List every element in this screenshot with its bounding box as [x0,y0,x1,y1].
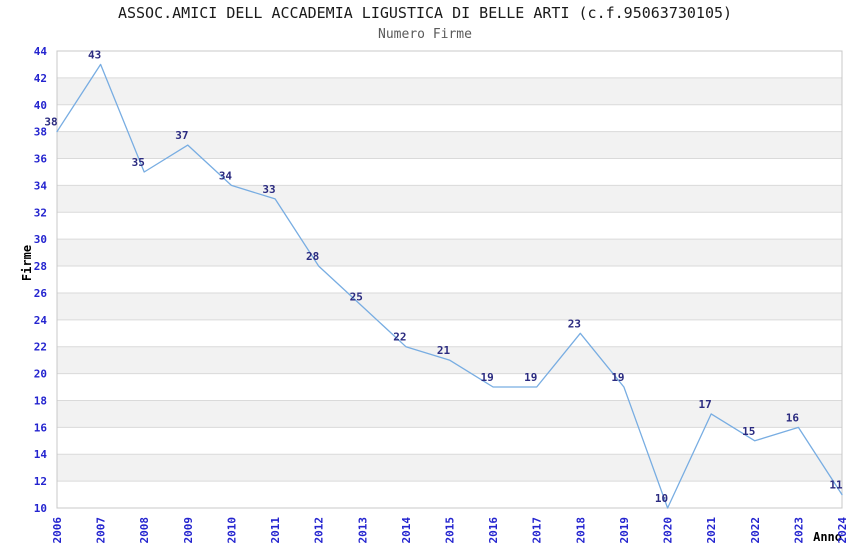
point-value-label: 15 [742,425,755,438]
y-tick-label: 32 [34,206,47,219]
y-tick-label: 38 [34,126,47,139]
point-value-label: 21 [437,344,451,357]
x-tick-label: 2011 [269,517,282,544]
point-value-label: 25 [350,290,363,303]
point-value-label: 19 [524,371,537,384]
point-value-label: 10 [655,492,668,505]
y-tick-label: 12 [34,475,47,488]
point-value-label: 11 [829,479,843,492]
plot-band [57,239,842,267]
y-tick-label: 24 [34,314,48,327]
y-tick-label: 28 [34,260,47,273]
point-value-label: 34 [219,169,233,182]
point-value-label: 33 [262,183,275,196]
point-value-label: 37 [175,129,188,142]
point-value-label: 35 [132,156,145,169]
x-tick-label: 2013 [356,517,369,544]
plot-band [57,292,842,320]
y-tick-label: 40 [34,99,47,112]
x-tick-label: 2014 [400,517,413,544]
x-tick-label: 2008 [138,517,151,544]
x-tick-label: 2012 [313,517,326,544]
y-tick-label: 42 [34,72,47,85]
point-value-label: 16 [786,411,800,424]
y-tick-label: 34 [34,179,48,192]
x-tick-label: 2018 [574,517,587,544]
y-tick-label: 10 [34,502,47,515]
x-tick-label: 2023 [792,517,805,544]
x-tick-label: 2020 [662,517,675,544]
point-value-label: 28 [306,250,319,263]
y-tick-label: 26 [34,287,48,300]
y-tick-label: 22 [34,341,47,354]
point-value-label: 23 [568,317,581,330]
plot-band [57,77,842,105]
plot-border [56,50,843,509]
y-tick-label: 20 [34,368,47,381]
point-value-label: 19 [480,371,493,384]
plot-band [57,185,842,213]
x-tick-label: 2015 [444,517,457,544]
x-tick-label: 2019 [618,517,631,544]
x-axis-title: Anno [813,530,842,544]
chart-subtitle: Numero Firme [378,27,472,42]
x-tick-label: 2006 [51,517,64,544]
x-tick-label: 2017 [531,517,544,544]
point-value-label: 17 [699,398,712,411]
point-value-label: 19 [611,371,624,384]
x-tick-label: 2009 [182,517,195,544]
point-value-label: 38 [44,116,57,129]
data-line-series [56,63,843,509]
y-tick-label: 14 [34,448,48,461]
y-tick-label: 36 [34,153,48,166]
plot-band [57,454,842,482]
plot-band [57,400,842,428]
x-tick-label: 2016 [487,517,500,544]
x-tick-label: 2024 [836,517,849,544]
point-value-label: 43 [88,48,101,61]
x-tick-label: 2007 [95,517,108,544]
y-tick-label: 44 [34,45,48,58]
y-tick-label: 18 [34,394,47,407]
x-tick-label: 2022 [749,517,762,544]
y-tick-label: 16 [34,421,48,434]
x-tick-label: 2010 [225,517,238,544]
y-tick-label: 30 [34,233,47,246]
point-value-label: 22 [393,331,406,344]
chart-title: ASSOC.AMICI DELL ACCADEMIA LIGUSTICA DI … [117,4,733,22]
x-tick-label: 2021 [705,517,718,544]
